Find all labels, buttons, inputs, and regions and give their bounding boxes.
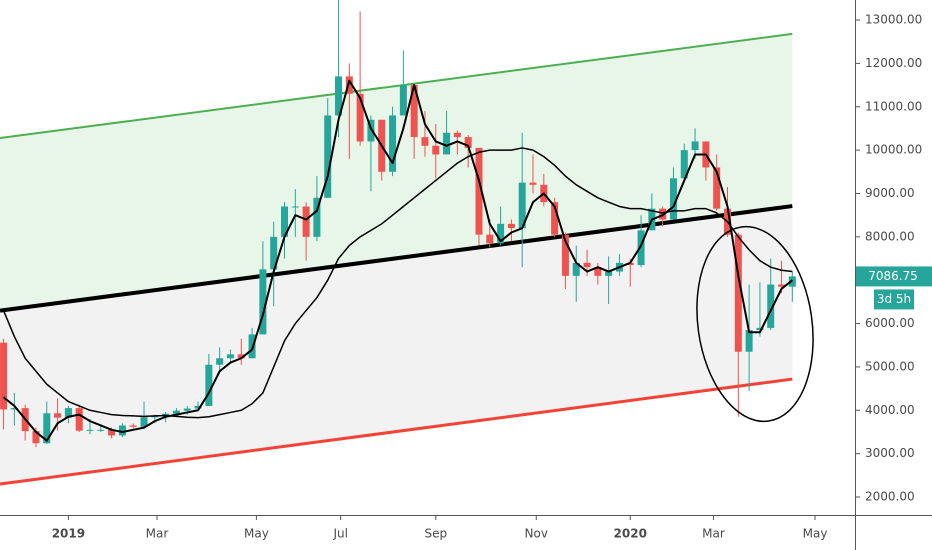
candle-body	[10, 408, 18, 410]
candle-body	[270, 236, 278, 270]
candle-body	[97, 429, 105, 431]
x-tick-label: 2019	[52, 527, 85, 541]
candle-body	[324, 115, 332, 198]
moving-average	[2, 147, 793, 419]
candle-body	[637, 230, 645, 266]
candle-body	[626, 262, 634, 266]
candle-body	[86, 429, 94, 431]
x-tick-label: May	[803, 527, 828, 541]
candle-body	[734, 234, 742, 352]
candle-body	[691, 141, 699, 151]
x-tick-label: 2020	[614, 527, 647, 541]
candle-body	[356, 93, 364, 142]
countdown-badge	[874, 289, 914, 310]
y-tick-label: 12000.00	[865, 56, 922, 70]
candle-body	[345, 76, 353, 94]
candle-body	[410, 85, 418, 138]
candle-body	[399, 85, 407, 116]
candle-body	[216, 358, 224, 365]
candle-body	[778, 284, 786, 287]
candle-body	[43, 413, 51, 444]
candle-body	[183, 408, 191, 411]
candle-body	[367, 119, 375, 142]
x-tick-label: Jul	[332, 527, 347, 541]
candle-body	[713, 167, 721, 209]
channel-lower-fill	[0, 206, 793, 485]
y-tick-label: 2000.00	[865, 490, 915, 504]
y-tick-label: 10000.00	[865, 143, 922, 157]
last-price-badge	[856, 266, 932, 287]
x-tick-label: Sep	[424, 527, 447, 541]
candle-body	[335, 76, 343, 116]
y-tick-label: 13000.00	[865, 13, 922, 27]
candle-body	[64, 408, 72, 418]
candle-body	[518, 182, 526, 229]
x-tick-label: Nov	[525, 527, 548, 541]
candle-body	[118, 425, 126, 436]
candle-body	[151, 416, 159, 418]
candle-body	[507, 223, 515, 229]
candle-body	[788, 276, 796, 287]
y-tick-label: 9000.00	[865, 186, 915, 200]
countdown-label: 3d 5h	[877, 292, 911, 306]
candle-body	[302, 206, 310, 237]
candle-body	[140, 417, 148, 427]
x-tick-label: May	[244, 527, 269, 541]
candle-body	[767, 284, 775, 328]
y-tick-label: 5000.00	[865, 359, 915, 373]
y-tick-label: 4000.00	[865, 403, 915, 417]
candle-body	[745, 330, 753, 352]
moving-average	[2, 79, 793, 442]
candle-body	[475, 147, 483, 235]
candle-body	[172, 410, 180, 414]
candle-body	[669, 178, 677, 220]
y-tick-label: 6000.00	[865, 316, 915, 330]
x-tick-label: Mar	[146, 527, 169, 541]
time-axis-bg	[0, 515, 932, 550]
channel-line	[0, 377, 793, 486]
candle-body	[551, 202, 559, 235]
candle-body	[432, 145, 440, 155]
y-tick-label: 8000.00	[865, 229, 915, 243]
x-tick-label: Mar	[702, 527, 725, 541]
channel-upper-fill	[0, 33, 793, 311]
candle-body	[486, 234, 494, 244]
y-tick-label: 3000.00	[865, 446, 915, 460]
candle-body	[529, 182, 537, 185]
y-tick-label: 11000.00	[865, 99, 922, 113]
last-price-label: 7086.75	[868, 269, 918, 283]
candle-body	[443, 132, 451, 155]
candle-body	[129, 425, 137, 427]
channel-line	[0, 204, 793, 313]
candle-body	[497, 223, 505, 244]
channel-line	[0, 32, 793, 140]
candle-body	[280, 206, 288, 237]
candle-body	[561, 234, 569, 276]
candle-body	[594, 267, 602, 276]
candle-body	[572, 262, 580, 276]
candle-body	[464, 137, 472, 148]
candle-body	[32, 431, 40, 444]
candle-body	[453, 132, 461, 138]
candle-body	[54, 413, 62, 418]
candle-body	[75, 408, 83, 431]
candle-body	[313, 197, 321, 237]
candle-body	[291, 206, 299, 208]
candle-body	[605, 271, 613, 276]
candle-body	[237, 354, 245, 359]
candle-body	[583, 262, 591, 268]
candle-body	[205, 364, 213, 406]
candle-body	[421, 137, 429, 146]
candle-body	[756, 327, 764, 331]
candle-body	[108, 429, 116, 436]
candle-body	[680, 150, 688, 179]
highlight-ellipse	[696, 225, 814, 423]
candle-body	[0, 342, 8, 410]
candle-body	[259, 269, 267, 335]
candle-body	[389, 115, 397, 172]
candle-body	[194, 405, 202, 409]
candle-body	[226, 354, 234, 359]
